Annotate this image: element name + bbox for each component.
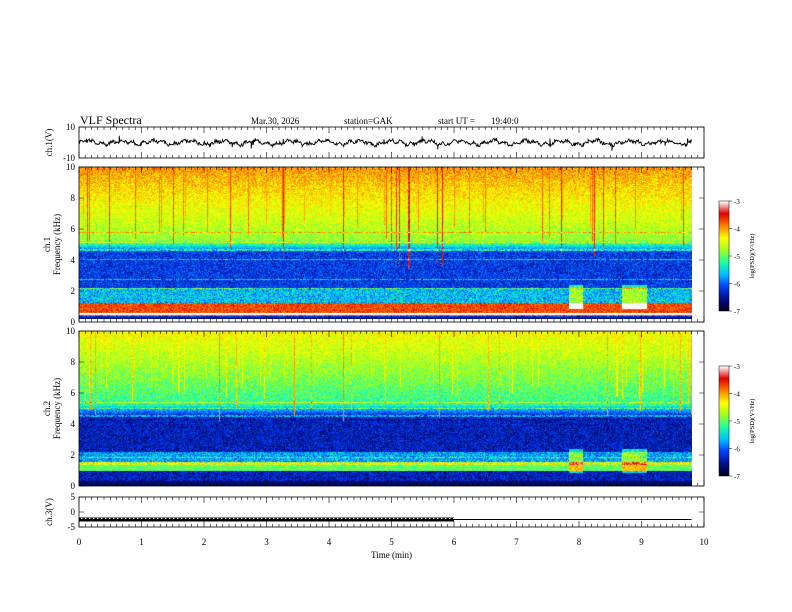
x-tick-label-2: 2 <box>202 537 207 547</box>
x-tick-label-4: 4 <box>327 537 332 547</box>
ch2-colorbar-tick-label-0: -3 <box>734 363 740 371</box>
ch1-freq-label-line2: Frequency (kHz) <box>52 214 62 275</box>
ch3-y-tick-label-2: -5 <box>68 522 76 532</box>
ch1-freq-tick <box>79 166 704 323</box>
ch1-colorbar-label: log(PSD)(V²/Hz) <box>749 234 756 279</box>
ch1-y-tick-label-0: 10 <box>66 122 76 132</box>
ch1-colorbar-gradient <box>719 201 729 311</box>
ch2-colorbar-tick-label-1: -4 <box>734 391 740 399</box>
x-tick-label-6: 6 <box>452 537 457 547</box>
ch1-freq-label-line1: ch.1 <box>42 237 52 252</box>
ch1-freq-tick-label-0: 0 <box>71 317 76 327</box>
ch2-freq-tick-label-5: 10 <box>66 326 76 336</box>
ch2-spectrogram-x-ticks <box>78 331 705 486</box>
ch1-freq-tick-label-5: 10 <box>66 162 76 172</box>
ch2-colorbar-gradient <box>719 366 729 476</box>
ch1-x-ticks <box>78 127 705 158</box>
ch2-freq-tick <box>79 330 704 487</box>
start-ut-value: 19:40:0 <box>491 116 519 126</box>
ch1-colorbar-tick-label-1: -4 <box>734 226 740 234</box>
station-label: station=GAK <box>344 116 393 126</box>
ch3-y-label: ch.3(V) <box>44 498 54 526</box>
ch2-spectrogram-image <box>79 331 692 486</box>
ch3-y-tick-label-0: 5 <box>71 492 76 502</box>
ch1-colorbar-tick-label-3: -6 <box>734 281 740 289</box>
ch2-colorbar-tick-label-3: -6 <box>734 446 740 454</box>
chart-title: VLF Spectra <box>80 113 142 127</box>
ch2-colorbar-tick-label-2: -5 <box>734 418 740 426</box>
x-tick-label-9: 9 <box>639 537 644 547</box>
x-tick-label-1: 1 <box>139 537 144 547</box>
ch2-freq-tick-label-0: 0 <box>71 481 76 491</box>
ch1-freq-tick-label-1: 2 <box>71 286 76 296</box>
x-tick-label-7: 7 <box>514 537 519 547</box>
x-tick-label-8: 8 <box>577 537 582 547</box>
x-tick-label-3: 3 <box>264 537 269 547</box>
ch1-colorbar-tick-label-0: -3 <box>734 198 740 206</box>
x-tick-label-0: 0 <box>77 537 82 547</box>
x-axis-label: Time (min) <box>371 550 412 560</box>
ch2-freq-label-line2: Frequency (kHz) <box>52 378 62 439</box>
x-tick-label-5: 5 <box>389 537 394 547</box>
ch3-pulsed-trace <box>79 517 454 522</box>
ch2-freq-tick-label-2: 4 <box>71 419 76 429</box>
ch1-colorbar-tick-label-2: -5 <box>734 253 740 261</box>
ch1-y-label: ch.1(V) <box>44 129 54 157</box>
ch2-freq-label-line1: ch.2 <box>42 401 52 416</box>
ch2-colorbar-tick-label-4: -7 <box>734 473 740 481</box>
ch1-freq-tick-label-4: 8 <box>71 193 76 203</box>
ch1-y-tick-label-1: -10 <box>63 153 75 163</box>
ch1-freq-tick-label-2: 4 <box>71 255 76 265</box>
ch2-freq-tick-label-4: 8 <box>71 357 76 367</box>
ch1-waveform-line <box>78 135 692 151</box>
ch1-colorbar-tick-label-4: -7 <box>734 308 740 316</box>
ch2-colorbar-label: log(PSD)(V²/Hz) <box>749 399 756 444</box>
ch2-freq-tick-label-3: 6 <box>71 388 76 398</box>
ch2-freq-tick-label-1: 2 <box>71 450 76 460</box>
ch1-y-tick <box>79 126 704 159</box>
date-label: Mar.30, 2026 <box>251 116 300 126</box>
x-tick-label-10: 10 <box>700 537 710 547</box>
ch3-y-tick-label-1: 0 <box>71 507 76 517</box>
ch1-freq-tick-label-3: 6 <box>71 224 76 234</box>
ch3-x-ticks <box>78 497 705 527</box>
start-ut-label: start UT = <box>438 116 475 126</box>
ch3-y-tick <box>79 496 704 528</box>
panel-gap <box>79 323 704 331</box>
ch1-spectrogram-image <box>79 167 692 322</box>
ch1-spectrogram-x-ticks <box>78 167 705 322</box>
